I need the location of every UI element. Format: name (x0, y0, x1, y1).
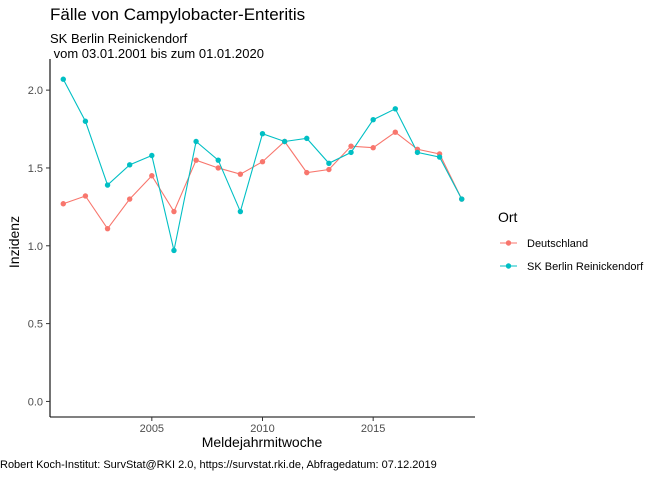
data-point-sk-berlin-reinickendorf (436, 154, 443, 160)
data-point-sk-berlin-reinickendorf (326, 160, 332, 166)
series-line-sk-berlin-reinickendorf (62, 78, 463, 251)
data-point-sk-berlin-reinickendorf (215, 157, 221, 163)
y-tick-label: 0.0 (28, 396, 43, 408)
chart-subtitle: SK Berlin Reinickendorf vom 03.01.2001 b… (50, 31, 264, 61)
chart-title: Fälle von Campylobacter-Enteritis (50, 5, 306, 24)
data-point-sk-berlin-reinickendorf (259, 131, 266, 137)
data-point-deutschland (392, 129, 399, 135)
data-point-deutschland (60, 201, 66, 207)
data-point-sk-berlin-reinickendorf (281, 138, 288, 145)
data-point-sk-berlin-reinickendorf (348, 149, 354, 156)
data-point-sk-berlin-reinickendorf (82, 118, 89, 124)
legend-key-point (505, 240, 512, 246)
legend: Ort Deutschland SK Berlin Reinickendorf (498, 209, 644, 273)
data-point-sk-berlin-reinickendorf (459, 196, 465, 202)
legend-key-point (505, 263, 512, 269)
x-tick-label: 2005 (140, 423, 164, 435)
data-point-sk-berlin-reinickendorf (237, 208, 244, 215)
data-point-deutschland (149, 173, 155, 179)
axes (49, 59, 475, 418)
data-point-sk-berlin-reinickendorf (171, 247, 177, 254)
data-point-sk-berlin-reinickendorf (304, 135, 310, 142)
data-point-deutschland (348, 143, 354, 149)
legend-label: SK Berlin Reinickendorf (527, 261, 644, 273)
y-tick-label: 1.0 (28, 241, 43, 253)
data-point-deutschland (326, 166, 332, 173)
data-point-sk-berlin-reinickendorf (60, 76, 66, 82)
data-point-deutschland (82, 193, 89, 199)
data-point-deutschland (237, 171, 244, 177)
data-point-sk-berlin-reinickendorf (370, 117, 376, 123)
data-point-sk-berlin-reinickendorf (104, 182, 111, 188)
series-points (60, 76, 465, 254)
data-point-deutschland (193, 157, 199, 163)
data-point-sk-berlin-reinickendorf (392, 106, 399, 112)
y-tick-label: 1.5 (28, 163, 43, 175)
data-point-deutschland (104, 225, 111, 232)
data-point-deutschland (259, 159, 266, 165)
chart-caption: Robert Koch-Institut: SurvStat@RKI 2.0, … (0, 459, 437, 471)
data-point-sk-berlin-reinickendorf (149, 152, 155, 159)
y-tick-label: 2.0 (28, 85, 43, 97)
x-tick-label: 2010 (250, 423, 274, 435)
legend-label: Deutschland (527, 238, 588, 250)
data-point-deutschland (215, 165, 221, 171)
data-point-deutschland (370, 145, 376, 151)
data-point-deutschland (304, 169, 310, 176)
y-axis-title: Inzidenz (6, 216, 22, 268)
data-point-sk-berlin-reinickendorf (126, 162, 133, 168)
legend-title: Ort (498, 209, 518, 225)
data-point-deutschland (126, 196, 133, 202)
data-point-sk-berlin-reinickendorf (414, 149, 421, 156)
data-point-deutschland (171, 208, 177, 215)
data-point-sk-berlin-reinickendorf (193, 138, 199, 145)
x-axis-title: Meldejahrmitwoche (202, 434, 323, 450)
series-lines (62, 78, 463, 251)
y-tick-label: 0.5 (28, 319, 43, 331)
x-tick-label: 2015 (361, 423, 385, 435)
ticks: 0.0 0.5 1.0 1.5 2.0 2005 2010 2015 (28, 85, 386, 435)
series-line-deutschland (63, 131, 463, 230)
